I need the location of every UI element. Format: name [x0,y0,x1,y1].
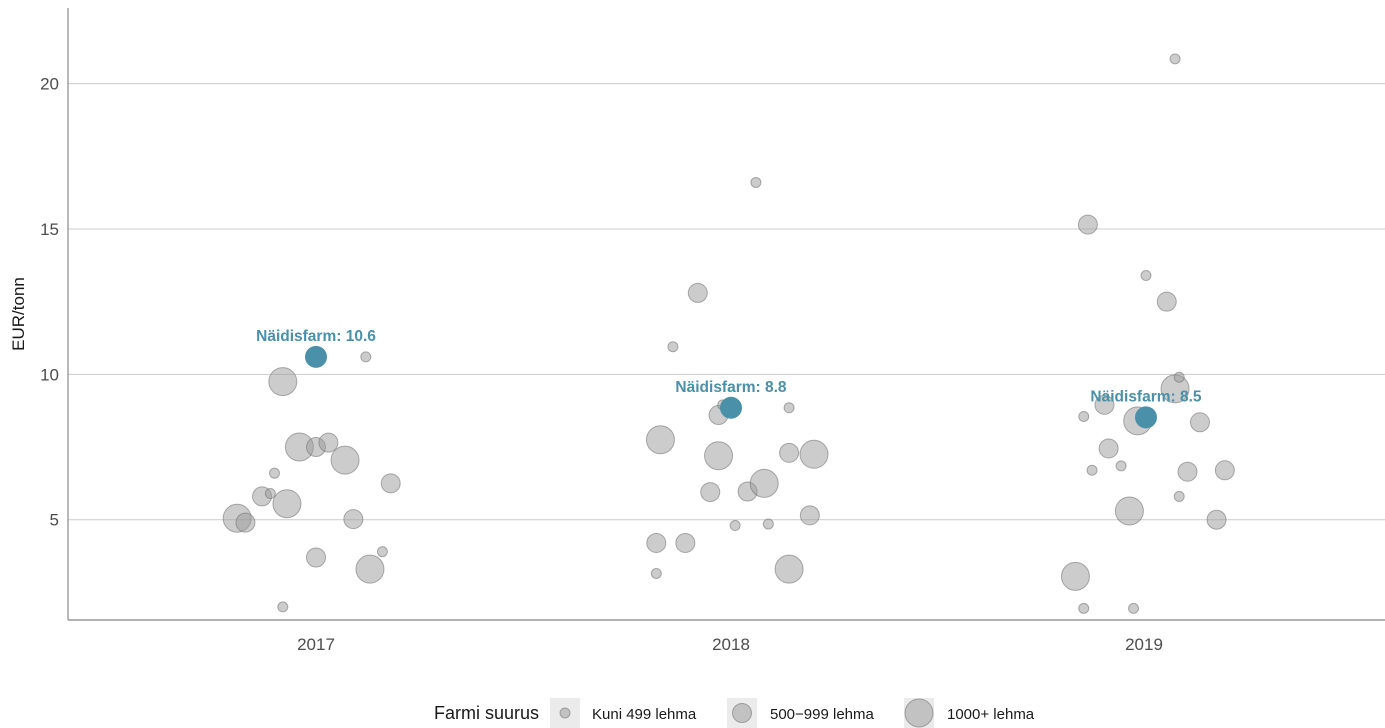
y-tick-label: 15 [40,220,59,239]
data-point [700,482,721,503]
data-point [376,546,388,558]
highlight-label: Näidisfarm: 8.5 [1090,388,1202,405]
data-point [646,532,667,553]
data-point [1140,269,1152,281]
data-point [343,509,364,530]
y-tick-label: 5 [50,511,59,530]
y-tick-label: 10 [40,365,59,384]
data-point [360,351,372,363]
data-point [799,439,829,469]
data-point [687,282,708,303]
data-point [799,505,820,526]
x-tick-label: 2019 [1125,635,1163,654]
data-point [269,467,280,479]
data-point [235,512,256,533]
data-point [355,554,385,584]
data-point [1077,214,1098,235]
highlight-point [305,345,327,368]
data-point [774,554,804,584]
data-point [1114,496,1144,526]
data-point [1189,412,1210,433]
data-point [1094,394,1115,415]
axes [67,8,1385,621]
highlight-label: Näidisfarm: 10.6 [256,328,376,345]
data-point [1086,464,1098,476]
x-tick-labels: 2017 2018 2019 [297,635,1163,654]
data-point [268,367,298,397]
data-point [1173,490,1185,502]
x-tick-label: 2017 [297,635,335,654]
data-point [264,488,276,500]
data-point [675,532,696,553]
data-point [306,547,326,568]
data-point [704,441,734,471]
legend-key-circle [559,707,571,719]
y-tick-label: 20 [40,75,59,94]
data-point [1206,509,1227,530]
data-point [650,567,662,579]
data-point [1128,602,1140,614]
data-point [1098,438,1119,459]
legend-label: Kuni 499 lehma [592,706,697,723]
data-point [645,425,675,455]
data-point [762,518,774,530]
highlight-label: Näidisfarm: 8.8 [675,379,787,396]
data-point [749,468,779,498]
data-point [667,341,679,353]
data-point [1173,371,1185,383]
data-point [277,601,289,613]
data-point [1078,410,1090,422]
y-axis-title: EUR/tonn [9,277,28,351]
y-tick-labels: 5 10 15 20 [40,75,59,530]
data-point [380,473,401,494]
data-point [1214,460,1235,481]
legend-key-circle [904,698,934,728]
data-point [1156,291,1177,312]
data-point [750,176,762,188]
data-point [1060,561,1090,591]
data-point [1115,460,1127,472]
highlight-point [720,396,742,419]
data-point [272,489,302,519]
data-point [1169,53,1181,65]
legend-label: 1000+ lehma [947,706,1035,723]
data-point [779,442,800,463]
data-points [222,53,1235,614]
data-point [783,402,795,414]
data-point [1078,602,1090,614]
legend-label: 500−999 lehma [770,706,874,723]
data-point [729,520,741,532]
highlight-point [1135,406,1157,429]
data-point [1177,461,1198,482]
highlight-points: Näidisfarm: 10.6 Näidisfarm: 8.8 Näidisfar… [256,328,1202,429]
data-point [330,445,360,475]
x-tick-label: 2018 [712,635,750,654]
legend-key-circle [732,703,752,723]
legend-title: Farmi suurus [434,703,539,723]
legend-items: Kuni 499 lehma 500−999 lehma 1000+ lehma [550,698,1035,728]
size-legend: Farmi suurus Kuni 499 lehma 500−999 lehma… [434,698,1035,728]
data-point [318,432,339,453]
